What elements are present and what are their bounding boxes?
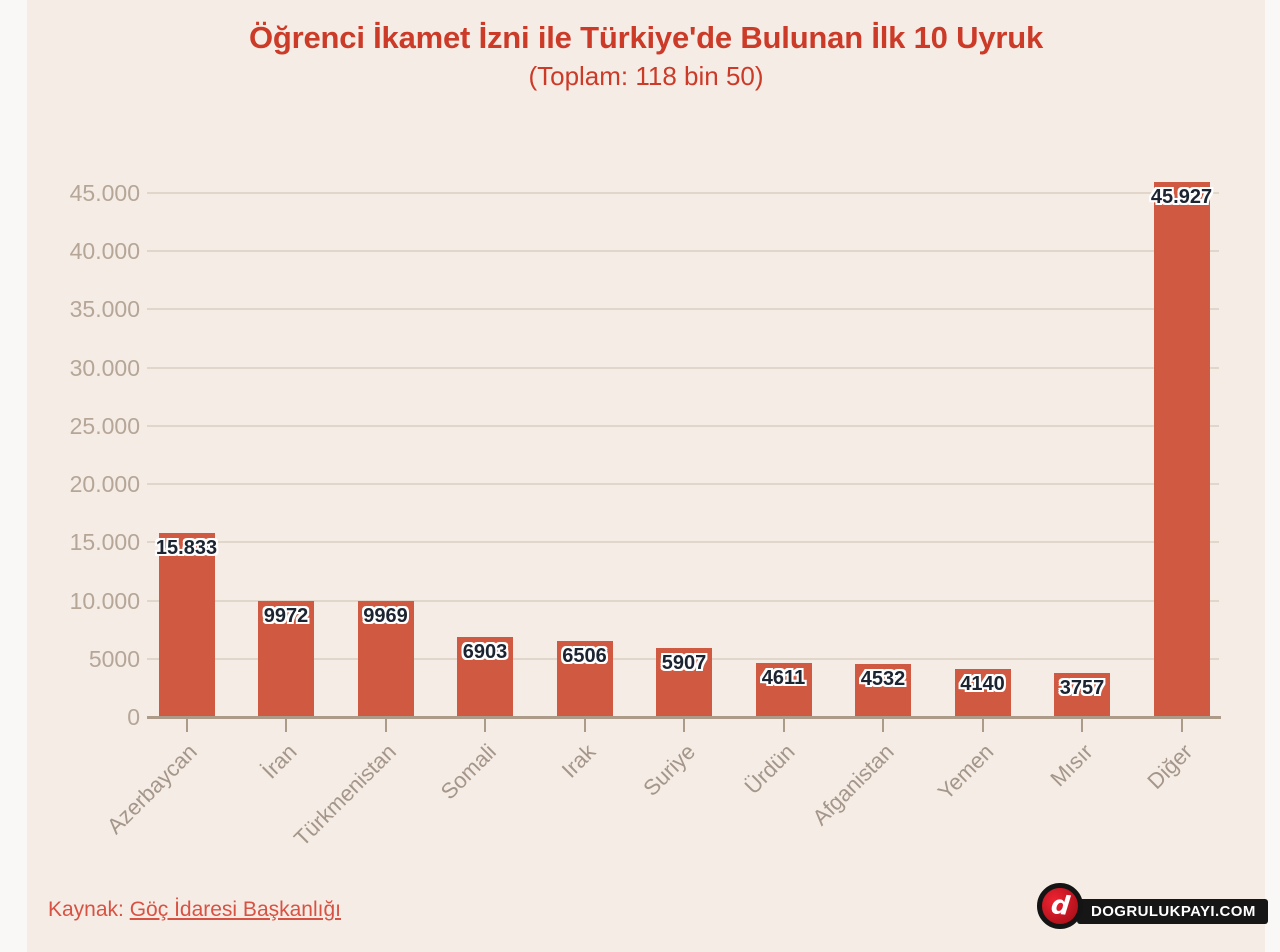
x-axis-tick	[882, 719, 884, 732]
source-line: Kaynak: Göç İdaresi Başkanlığı	[48, 898, 341, 922]
x-axis-line	[147, 716, 1221, 719]
bar-value-label: 45.927	[1150, 186, 1213, 209]
y-axis-tick-label: 15.000	[69, 529, 140, 556]
y-axis-tick-label: 5000	[88, 645, 140, 672]
bar-value-label: 6506	[562, 645, 607, 668]
chart-subtitle: (Toplam: 118 bin 50)	[528, 61, 764, 91]
y-axis-tick-label: 45.000	[69, 180, 140, 206]
y-axis-tick-label: 30.000	[69, 354, 140, 381]
bar-value-label: 4611	[761, 667, 806, 690]
y-gridline	[147, 599, 1219, 602]
x-axis-category-label: Azerbaycan	[102, 739, 203, 839]
x-axis-category-label: Irak	[556, 739, 601, 783]
bar	[158, 532, 215, 717]
y-axis-tick-label: 20.000	[69, 471, 140, 498]
y-axis-tick-label: 35.000	[69, 296, 140, 323]
x-axis-category-label: Ürdün	[739, 739, 800, 800]
bar	[656, 648, 712, 717]
x-axis-category-label: Diğer	[1142, 739, 1198, 794]
x-axis-category-label: Suriye	[637, 739, 700, 801]
bar-chart-plot: 0 5000 10.000 15.000 20.000 25.000 30.000 35.00…	[27, 0, 1265, 952]
x-axis-tick	[384, 719, 387, 732]
source-link[interactable]: Göç İdaresi Başkanlığı	[129, 898, 341, 921]
source-label: Kaynak:	[48, 898, 130, 921]
y-gridline	[147, 250, 1219, 253]
y-axis-tick-label: 10.000	[69, 587, 140, 614]
bar	[954, 668, 1011, 717]
bar-value-label: 6903	[462, 640, 508, 663]
x-axis-tick	[1180, 719, 1183, 732]
y-gridline	[147, 541, 1219, 544]
x-axis-tick	[583, 719, 586, 732]
y-gridline	[147, 308, 1219, 311]
bar-value-label: 4532	[860, 668, 906, 691]
bar-value-label: 9969	[363, 604, 408, 627]
x-axis-category-label: Mısır	[1045, 739, 1098, 792]
bar-value-label: 3757	[1059, 677, 1105, 700]
y-gridline	[147, 366, 1219, 369]
y-gridline	[147, 192, 1219, 194]
x-axis-category-label: Türkmenistan	[289, 739, 402, 851]
bar	[1153, 182, 1210, 717]
bar	[755, 663, 812, 717]
bar	[556, 641, 613, 717]
bar	[1054, 673, 1110, 717]
x-axis-tick	[285, 719, 287, 732]
y-axis-tick-label: 25.000	[69, 412, 140, 439]
chart-title: Öğrenci İkamet İzni ile Türkiye'de Bulun…	[248, 20, 1044, 55]
x-axis-category-label: Somali	[435, 739, 501, 805]
y-axis-tick-label: 0	[127, 704, 140, 730]
x-axis-tick	[981, 719, 984, 732]
bar	[457, 636, 513, 717]
x-axis-tick	[1081, 719, 1083, 732]
x-axis-category-label: İran	[257, 739, 302, 784]
chart-canvas: Öğrenci İkamet İzni ile Türkiye'de Bulun…	[27, 0, 1268, 952]
bar-value-label: 5907	[661, 652, 707, 675]
bar-value-label: 15.833	[155, 536, 218, 559]
bar-value-label: 9972	[263, 604, 309, 627]
bar	[357, 600, 414, 717]
x-axis-category-label: Yemen	[932, 739, 999, 805]
bar	[855, 664, 911, 717]
y-axis-tick-label: 40.000	[69, 238, 140, 265]
bar-value-label: 4140	[960, 672, 1005, 695]
y-gridline	[147, 424, 1219, 427]
x-axis-tick	[782, 719, 785, 732]
y-gridline	[147, 483, 1219, 486]
x-axis-category-label: Afganistan	[807, 739, 899, 831]
x-axis-tick	[185, 719, 188, 732]
x-axis-tick	[484, 719, 486, 732]
x-axis-tick	[683, 719, 685, 732]
bar	[258, 600, 314, 717]
